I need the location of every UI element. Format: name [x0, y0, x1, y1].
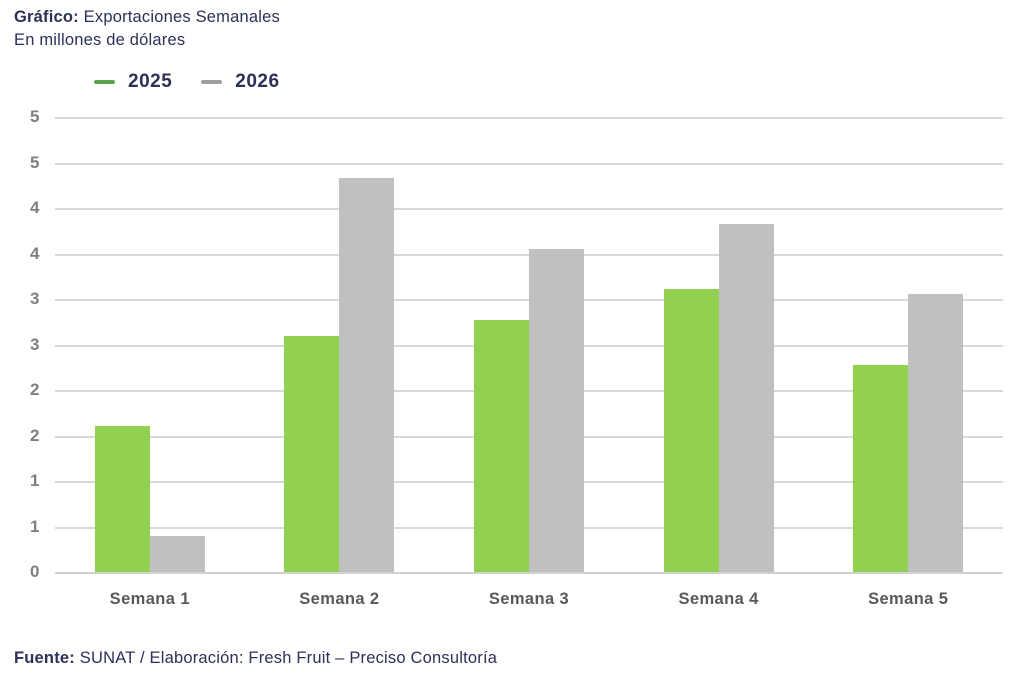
gridline [55, 208, 1003, 210]
legend-item-2026: 2026 [201, 71, 279, 93]
chart-header: Gráfico: Exportaciones Semanales En mill… [14, 6, 280, 52]
x-tick-label-semana-3: Semana 3 [488, 590, 570, 608]
y-tick-label: 3 [30, 334, 40, 354]
chart-title-prefix: Gráfico: [14, 8, 79, 26]
bar-2026-semana-4 [718, 224, 774, 572]
bar-2025-semana-2 [284, 336, 340, 572]
legend-label-2025: 2025 [128, 71, 173, 92]
bar-2025-semana-4 [663, 289, 719, 572]
y-tick-label: 0 [30, 562, 40, 581]
x-tick-label-semana-5: Semana 5 [868, 590, 949, 608]
legend-label-2026: 2026 [235, 71, 280, 92]
chart-subtitle: En millones de dólares [14, 31, 186, 49]
legend-swatch-2026-icon [201, 80, 223, 84]
y-tick-label: 1 [30, 471, 40, 490]
bar-2025-semana-5 [853, 364, 909, 572]
y-tick-label: 5 [30, 152, 40, 172]
legend-item-2025: 2025 [94, 71, 172, 93]
plot-area [55, 117, 1003, 574]
y-tick-label: 2 [30, 425, 40, 445]
x-tick-label-semana-1: Semana 1 [109, 590, 190, 608]
source-note: Fuente: SUNAT / Elaboración: Fresh Fruit… [14, 649, 497, 668]
source-note-text: SUNAT / Elaboración: Fresh Fruit – Preci… [74, 649, 498, 667]
bar-2025-semana-3 [474, 319, 529, 572]
bar-2026-semana-1 [149, 535, 205, 572]
x-tick-label-semana-4: Semana 4 [678, 590, 759, 608]
x-tick-label-semana-2: Semana 2 [299, 590, 380, 608]
bar-2026-semana-2 [339, 177, 395, 572]
x-axis-line [55, 572, 1003, 574]
y-tick-label: 2 [30, 380, 40, 399]
gridline [55, 162, 1003, 165]
legend: 2025 2026 [94, 71, 280, 93]
legend-swatch-2025-icon [94, 80, 115, 84]
chart-title-text: Exportaciones Semanales [78, 8, 280, 26]
bar-2025-semana-1 [94, 426, 150, 572]
bar-2026-semana-5 [908, 294, 964, 572]
chart-title: Gráfico: Exportaciones Semanales [14, 6, 280, 29]
y-tick-label: 4 [30, 198, 40, 217]
y-tick-label: 1 [30, 516, 40, 536]
source-note-prefix: Fuente: [14, 649, 75, 667]
bar-2026-semana-3 [529, 248, 584, 572]
y-tick-label: 5 [30, 107, 40, 126]
gridline [55, 117, 1003, 119]
y-tick-label: 3 [30, 289, 40, 308]
y-tick-label: 4 [30, 243, 40, 263]
